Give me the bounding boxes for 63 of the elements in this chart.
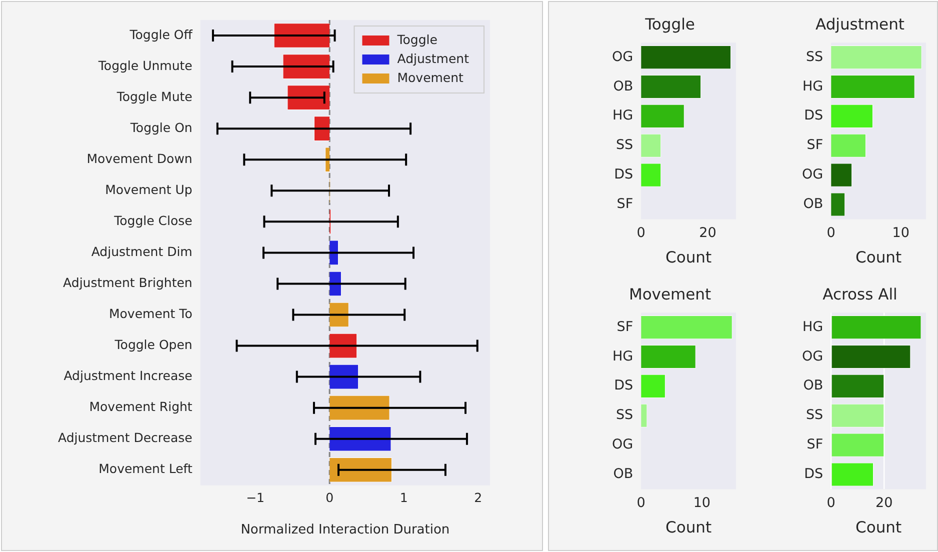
y-tick-label: HG <box>612 108 634 124</box>
y-tick-label: Movement Left <box>98 461 192 476</box>
y-tick-label: OG <box>802 166 824 183</box>
y-tick-label: Toggle Close <box>113 212 193 228</box>
legend-label: Adjustment <box>397 50 470 66</box>
y-tick-label: OB <box>803 196 824 212</box>
x-tick-label: −1 <box>246 490 265 506</box>
y-tick-label: OG <box>612 436 634 453</box>
y-tick-label: SS <box>616 407 634 424</box>
x-tick-label: 10 <box>892 224 910 241</box>
chart-title: Toggle <box>644 15 695 34</box>
y-tick-label: SF <box>616 318 634 335</box>
y-tick-label: HG <box>802 78 824 94</box>
y-tick-label: Toggle Unmute <box>97 58 193 73</box>
y-tick-label: Movement Right <box>89 399 192 414</box>
y-tick-label: Movement Down <box>86 150 192 166</box>
x-axis-title: Count <box>666 518 712 537</box>
y-tick-label: OG <box>802 348 824 364</box>
y-tick-label: Toggle Off <box>128 26 193 42</box>
y-tick-label: Adjustment Increase <box>64 368 193 384</box>
y-tick-label: SS <box>806 48 824 65</box>
y-tick-label: Adjustment Dim <box>91 244 192 259</box>
y-tick-label: OB <box>613 466 634 482</box>
x-axis-title: Count <box>856 248 902 267</box>
legend-label: Toggle <box>396 32 438 47</box>
y-tick-label: SF <box>806 436 824 453</box>
x-tick-label: 0 <box>826 224 836 241</box>
legend-label: Movement <box>397 70 464 85</box>
y-tick-label: Toggle On <box>129 120 192 135</box>
x-axis-title: Normalized Interaction Duration <box>240 522 450 538</box>
x-tick-label: 1 <box>400 490 408 506</box>
x-tick-label: 2 <box>474 490 482 506</box>
y-tick-label: DS <box>804 466 824 482</box>
x-tick-label: 20 <box>876 494 893 511</box>
y-tick-label: OB <box>613 78 634 94</box>
y-tick-label: Adjustment Decrease <box>58 430 193 446</box>
x-tick-label: 0 <box>326 490 334 506</box>
y-tick-label: DS <box>804 108 824 124</box>
x-axis-title: Count <box>666 248 712 267</box>
x-tick-label: 0 <box>636 224 646 241</box>
y-tick-label: Toggle Mute <box>116 88 193 104</box>
y-tick-label: Movement Up <box>105 182 192 197</box>
y-tick-label: DS <box>614 378 634 394</box>
y-tick-label: Movement To <box>109 306 192 322</box>
y-tick-label: SS <box>616 137 634 154</box>
x-axis-title: Count <box>856 518 902 537</box>
x-tick-label: 0 <box>826 494 836 511</box>
y-tick-label: HG <box>612 348 634 364</box>
y-tick-label: SF <box>616 196 634 212</box>
y-tick-label: Toggle Open <box>114 337 192 352</box>
y-tick-label: SS <box>806 407 824 424</box>
chart-title: Adjustment <box>816 15 904 34</box>
x-tick-label: 20 <box>699 224 716 241</box>
chart-title: Movement <box>628 285 712 304</box>
y-tick-label: SF <box>806 137 824 154</box>
y-tick-label: HG <box>802 318 824 335</box>
y-tick-label: Adjustment Brighten <box>63 274 192 290</box>
x-tick-label: 0 <box>636 494 646 511</box>
x-tick-label: 10 <box>693 494 711 511</box>
y-tick-label: DS <box>614 166 634 183</box>
y-tick-label: OG <box>612 48 634 65</box>
chart-title: Across All <box>822 285 898 304</box>
y-tick-label: OB <box>803 378 824 394</box>
